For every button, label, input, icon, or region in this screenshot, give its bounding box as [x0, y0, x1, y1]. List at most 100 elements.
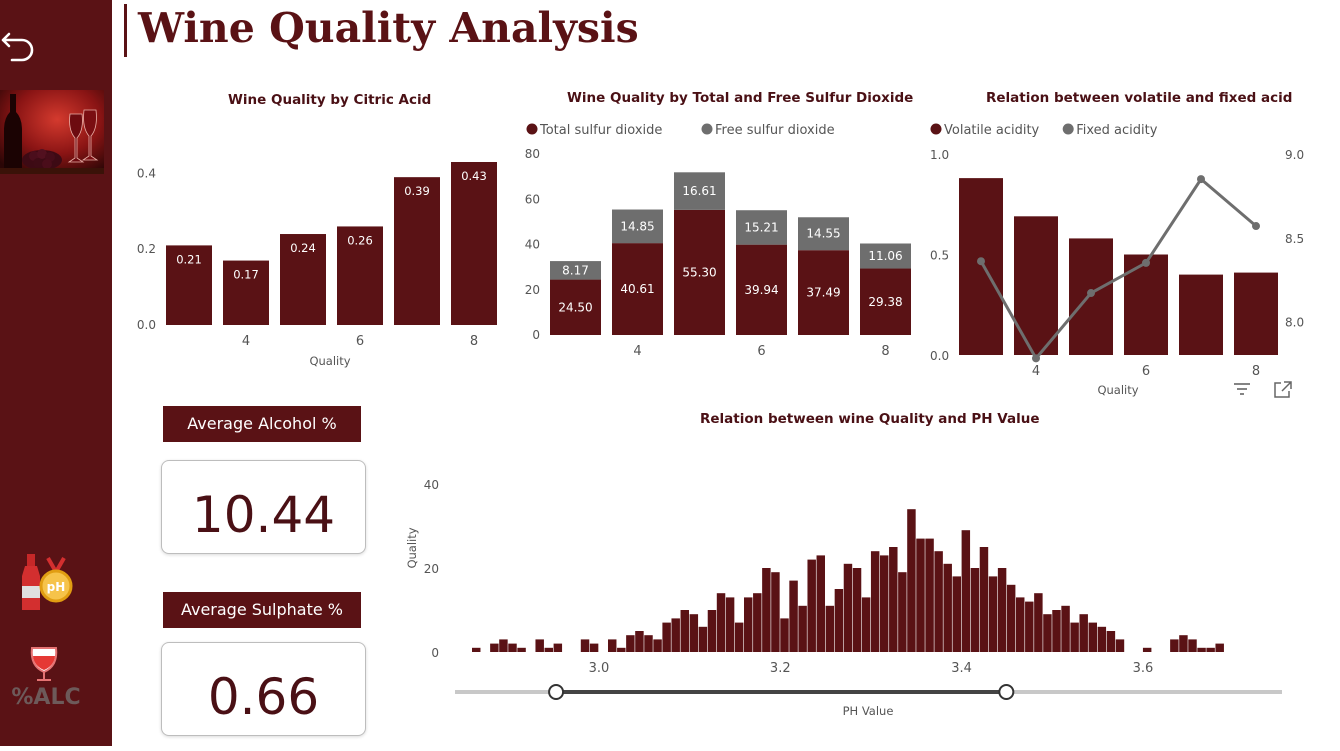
histogram-bar — [725, 597, 735, 652]
focus-mode-icon[interactable] — [1272, 380, 1294, 400]
x-tick-label: 3.6 — [1133, 661, 1154, 676]
bar-volatile-acidity — [1234, 272, 1278, 355]
histogram-bar — [789, 580, 798, 652]
range-slider-handle-max[interactable] — [998, 684, 1015, 700]
histogram-bar — [472, 647, 481, 652]
acid-relation-chart: Volatile acidity Fixed acidity 0.0 0.5 1.0 8.… — [930, 123, 1304, 397]
histogram-bar — [608, 639, 617, 652]
sulfur-chart-title: Wine Quality by Total and Free Sulfur Di… — [567, 90, 914, 106]
histogram-bar — [1206, 647, 1215, 652]
legend-marker — [701, 123, 713, 135]
legend-label: Fixed acidity — [1076, 123, 1158, 138]
histogram-bar — [508, 643, 517, 652]
y-right-tick-label: 8.0 — [1285, 316, 1304, 330]
histogram-bar — [816, 555, 825, 652]
point-fixed-acidity — [1197, 175, 1205, 184]
y-tick-label: 0.0 — [137, 318, 156, 332]
wine-ph-medal-icon[interactable]: pH — [18, 552, 76, 614]
legend-marker — [930, 123, 942, 135]
ph-quality-histogram: 0 20 40 Quality 3.0 3.2 3.4 3.6 PH Value — [405, 478, 1282, 718]
y-tick-label: 0.2 — [137, 242, 156, 256]
y-tick-label: 40 — [424, 478, 439, 492]
filter-icon[interactable] — [1232, 380, 1252, 398]
back-arrow-icon[interactable] — [0, 20, 40, 64]
histogram-bar — [834, 589, 844, 652]
average-sulphate-card: 0.66 — [161, 642, 366, 736]
data-label: 14.55 — [806, 227, 840, 241]
histogram-bar — [544, 647, 553, 652]
histogram-bar — [1215, 643, 1224, 652]
x-tick-label: 8 — [470, 334, 478, 349]
bar — [166, 245, 212, 325]
histogram-bar — [1106, 631, 1116, 652]
y-left-tick-label: 0.0 — [930, 349, 949, 363]
point-fixed-acidity — [1252, 222, 1260, 231]
bar-total-sulfur — [860, 268, 911, 335]
average-alcohol-card: 10.44 — [161, 460, 366, 554]
average-alcohol-label: Average Alcohol % — [163, 406, 361, 442]
bar-total-sulfur — [674, 209, 725, 335]
wine-glass-alcohol-icon[interactable]: %ALC — [10, 646, 82, 710]
y-tick-label: 0 — [431, 646, 439, 660]
x-tick-label: 6 — [356, 334, 364, 349]
bar-total-sulfur — [612, 243, 663, 335]
range-slider-handle-min[interactable] — [548, 684, 565, 700]
y-tick-label: 0 — [532, 328, 540, 342]
histogram-bar — [952, 576, 961, 652]
acid-chart-title: Relation between volatile and fixed acid — [986, 90, 1293, 106]
bar — [280, 234, 326, 325]
histogram-bar — [907, 509, 916, 652]
data-label: 14.85 — [620, 219, 654, 233]
histogram-bar — [1061, 605, 1070, 652]
bar-free-sulfur — [612, 209, 663, 244]
x-tick-label: 4 — [1032, 364, 1040, 379]
histogram-bar — [997, 568, 1007, 652]
bar-free-sulfur — [860, 243, 911, 269]
data-label: 0.24 — [290, 241, 316, 255]
histogram-bar — [553, 643, 563, 652]
histogram-bar — [970, 568, 980, 652]
bar-total-sulfur — [798, 250, 849, 335]
bar-volatile-acidity — [1124, 254, 1168, 355]
y-tick-label: 20 — [424, 562, 439, 576]
sidebar: pH %ALC — [0, 0, 112, 746]
data-label: 0.39 — [404, 184, 430, 198]
average-alcohol-value: 10.44 — [191, 486, 336, 544]
histogram-bar — [1179, 635, 1188, 652]
average-sulphate-label: Average Sulphate % — [163, 592, 361, 628]
bar — [394, 177, 440, 325]
histogram-bar — [1034, 593, 1043, 652]
data-label: 24.50 — [558, 300, 592, 314]
histogram-bar — [671, 618, 680, 652]
x-tick-label: 8 — [1252, 364, 1260, 379]
data-label: 16.61 — [682, 184, 716, 198]
page-title: Wine Quality Analysis — [138, 4, 639, 52]
histogram-bar — [1097, 626, 1107, 652]
histogram-bar — [1006, 584, 1016, 652]
x-tick-label: 4 — [633, 344, 641, 359]
histogram-bar — [1142, 647, 1152, 652]
point-fixed-acidity — [977, 257, 985, 266]
data-label: 11.06 — [868, 249, 902, 263]
histogram-bar — [680, 610, 689, 652]
data-label: 8.17 — [562, 263, 589, 277]
histogram-bar — [753, 593, 762, 652]
histogram-bar — [626, 635, 635, 652]
bar-free-sulfur — [674, 172, 725, 210]
bar-total-sulfur — [736, 244, 787, 335]
bar-free-sulfur — [736, 210, 787, 245]
histogram-bar — [880, 555, 889, 652]
histogram-bar — [734, 622, 744, 652]
y-right-tick-label: 9.0 — [1285, 148, 1304, 162]
y-tick-label: 40 — [525, 238, 540, 252]
histogram-bar — [825, 605, 835, 652]
wine-glasses-image — [0, 90, 104, 174]
point-fixed-acidity — [1087, 289, 1095, 298]
histogram-bar — [1170, 639, 1179, 652]
legend-marker — [526, 123, 538, 135]
y-tick-label: 60 — [525, 192, 540, 206]
point-fixed-acidity — [1142, 258, 1150, 267]
data-label: 15.21 — [744, 220, 778, 234]
line-fixed-acidity — [979, 176, 1257, 361]
histogram-bar — [898, 572, 907, 652]
